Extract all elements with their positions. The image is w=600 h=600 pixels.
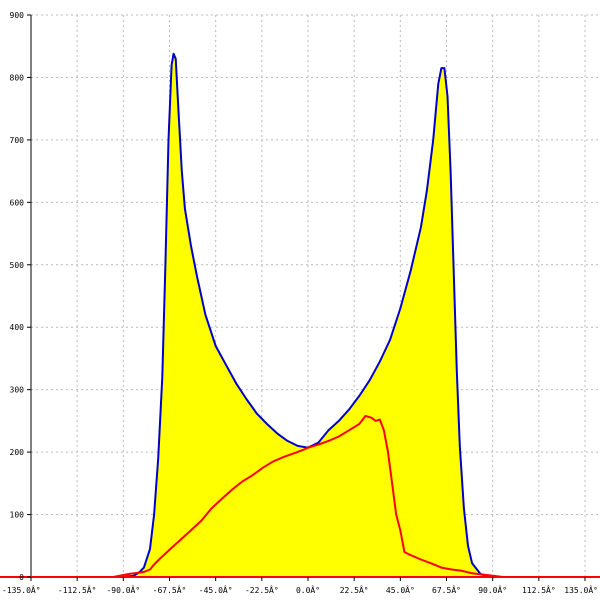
y-tick-label: 600	[10, 198, 25, 207]
tick-label-layer: 0 100 200 300 400 500 600 700 800 900 -135.0Â° -112…	[2, 11, 598, 595]
y-tick-label: 400	[10, 323, 25, 332]
x-tick-label: 0.0Â°	[296, 584, 320, 595]
x-tick-label: 90.0Â°	[478, 584, 507, 595]
x-tick-label: 22.5Â°	[340, 584, 369, 595]
x-tick-label: 67.5Â°	[432, 584, 461, 595]
x-tick-label: 135.0Â°	[564, 584, 598, 595]
y-tick-label: 500	[10, 261, 25, 270]
x-tick-label: -90.0Â°	[106, 584, 140, 595]
y-tick-label: 800	[10, 73, 25, 82]
x-tick-label: -112.5Â°	[58, 584, 97, 595]
y-tick-label: 700	[10, 136, 25, 145]
series-0-area	[123, 53, 493, 577]
series-layer	[31, 52, 585, 578]
series-0-line	[123, 52, 493, 578]
x-tick-label: 112.5Â°	[522, 584, 556, 595]
axis-layer	[0, 14, 600, 581]
x-tick-label: 45.0Â°	[386, 584, 415, 595]
y-tick-label: 900	[10, 11, 25, 20]
y-tick-label: 200	[10, 448, 25, 457]
x-tick-label: -135.0Â°	[2, 584, 41, 595]
y-tick-label: 100	[10, 511, 25, 520]
x-tick-label: -22.5Â°	[245, 584, 279, 595]
x-tick-label: -45.0Â°	[199, 584, 233, 595]
y-tick-label: 0	[19, 573, 24, 582]
y-tick-label: 300	[10, 386, 25, 395]
x-tick-label: -67.5Â°	[153, 584, 187, 595]
series-1-line	[31, 414, 585, 578]
